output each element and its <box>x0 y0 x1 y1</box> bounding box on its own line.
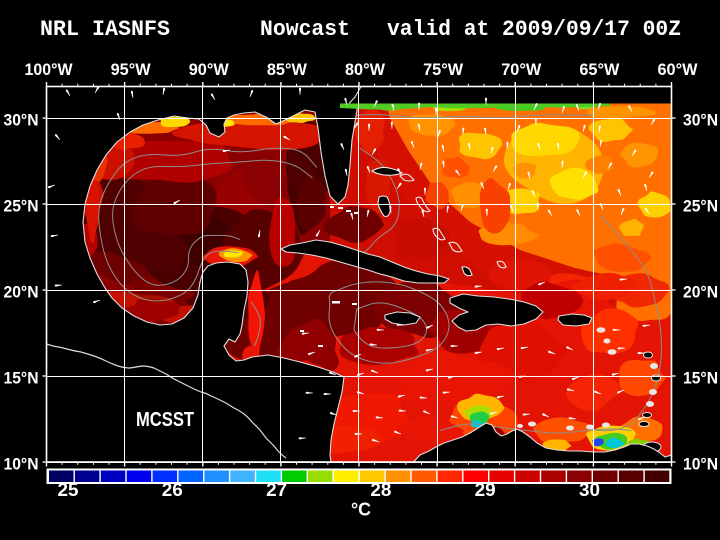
svg-text:°C: °C <box>351 500 371 520</box>
svg-text:MCSST: MCSST <box>136 409 194 431</box>
svg-text:25: 25 <box>58 480 79 500</box>
svg-text:65°W: 65°W <box>579 60 620 79</box>
svg-text:30: 30 <box>579 480 600 500</box>
svg-text:70°W: 70°W <box>501 60 542 79</box>
svg-text:30°N: 30°N <box>4 111 39 130</box>
svg-text:29: 29 <box>475 480 496 500</box>
svg-text:10°N: 10°N <box>683 455 718 474</box>
svg-text:25°N: 25°N <box>4 197 39 216</box>
svg-text:20°N: 20°N <box>683 283 718 302</box>
svg-text:15°N: 15°N <box>683 369 718 388</box>
svg-text:Nowcast: Nowcast <box>260 17 350 42</box>
svg-text:20°N: 20°N <box>4 283 39 302</box>
svg-text:100°W: 100°W <box>25 60 74 79</box>
svg-text:95°W: 95°W <box>111 60 152 79</box>
svg-text:26: 26 <box>162 480 183 500</box>
svg-text:10°N: 10°N <box>4 455 39 474</box>
svg-text:85°W: 85°W <box>267 60 308 79</box>
svg-text:15°N: 15°N <box>4 369 39 388</box>
svg-text:80°W: 80°W <box>345 60 386 79</box>
svg-text:NRL IASNFS: NRL IASNFS <box>40 17 170 42</box>
svg-text:60°W: 60°W <box>658 60 699 79</box>
svg-text:75°W: 75°W <box>423 60 464 79</box>
svg-text:30°N: 30°N <box>683 111 718 130</box>
svg-text:25°N: 25°N <box>683 197 718 216</box>
svg-text:28: 28 <box>370 480 391 500</box>
svg-text:27: 27 <box>266 480 287 500</box>
svg-text:90°W: 90°W <box>189 60 230 79</box>
svg-text:valid at 2009/09/17 00Z: valid at 2009/09/17 00Z <box>387 17 681 42</box>
